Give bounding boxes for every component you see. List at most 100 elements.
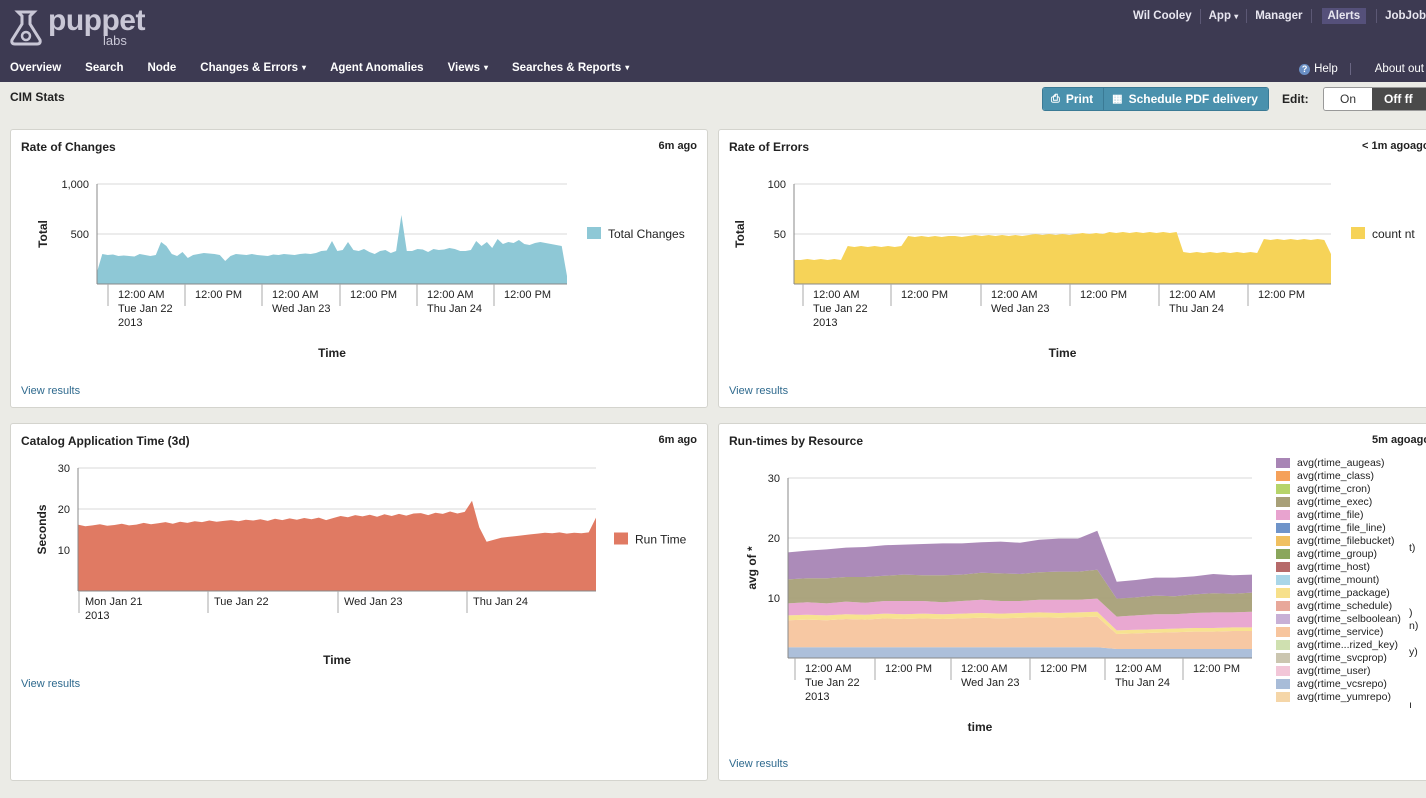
nav-item-views[interactable]: Views ▾: [448, 62, 488, 76]
y-axis-label: Seconds: [35, 504, 49, 554]
toolbar-buttons: ⎙ Print ▦ Schedule PDF delivery: [1042, 87, 1269, 111]
x-tick-label: Mon Jan 21: [85, 596, 142, 608]
jobs-link[interactable]: JobJob: [1376, 9, 1426, 23]
x-tick-label: Thu Jan 24: [473, 596, 528, 608]
panel-title: Catalog Application Time (3d): [21, 434, 190, 448]
help-link[interactable]: ? Help: [1299, 63, 1351, 75]
top-bar: puppet labs Wil Cooley App ▾ Manager Ale…: [0, 0, 1426, 82]
chevron-down-icon: ▾: [625, 63, 630, 72]
x-tick-label: Thu Jan 24: [427, 303, 482, 315]
legend-label: Total Changes: [608, 227, 685, 241]
x-axis-label: Time: [323, 653, 351, 667]
panel-rate-of-changes: Rate of Changes 6m ago 1,000 500 12:00 AM T…: [10, 129, 708, 408]
legend-swatch: [1276, 601, 1290, 611]
about-link[interactable]: About out: [1374, 63, 1424, 75]
nav-item-search[interactable]: Search: [85, 62, 123, 76]
legend-label: avg(rtime_vcsrepo): [1297, 678, 1387, 690]
legend-label: avg(rtime_yumrepo): [1297, 691, 1391, 703]
legend-label: avg(rtime_schedule): [1297, 600, 1392, 612]
nav-item-label: Views: [447, 62, 480, 74]
x-tick-label: 12:00 PM: [901, 289, 948, 301]
x-tick-label: 12:00 PM: [195, 289, 242, 301]
edit-on-option[interactable]: On: [1324, 88, 1372, 110]
right-nav: ? Help About out: [1299, 62, 1426, 76]
user-menu[interactable]: Wil Cooley: [1132, 10, 1192, 22]
app-menu[interactable]: App ▾: [1199, 8, 1247, 24]
legend-swatch: [1351, 227, 1365, 239]
nav-item-agent-anomalies[interactable]: Agent Anomalies: [330, 62, 424, 76]
x-tick-label: 12:00 AM: [118, 289, 164, 301]
legend-swatch: [1276, 523, 1290, 533]
x-tick-label: 2013: [813, 317, 837, 329]
x-tick-label: 12:00 PM: [885, 663, 932, 675]
x-tick-label: 12:00 AM: [427, 289, 473, 301]
legend-label: avg(rtime_augeas): [1297, 457, 1385, 469]
legend-swatch: [587, 227, 601, 239]
x-tick-label: Wed Jan 23: [344, 596, 403, 608]
print-button[interactable]: ⎙ Print: [1043, 88, 1104, 110]
legend-label: avg(rtime_file): [1297, 509, 1364, 521]
calendar-icon: ▦: [1112, 93, 1123, 105]
view-results-link[interactable]: View results: [729, 758, 789, 770]
legend-label: avg(rtime_mount): [1297, 574, 1379, 586]
x-tick-label: Thu Jan 24: [1115, 677, 1170, 689]
x-tick-label: 12:00 PM: [1258, 289, 1305, 301]
view-results-link[interactable]: View results: [21, 678, 81, 690]
x-tick-label: Tue Jan 22: [813, 303, 868, 315]
x-tick-label: Wed Jan 23: [272, 303, 331, 315]
view-results-link[interactable]: View results: [21, 385, 81, 397]
legend-label: avg(rtime_exec): [1297, 496, 1372, 508]
y-tick-label: 100: [768, 179, 786, 191]
alerts-link[interactable]: Alerts: [1310, 8, 1377, 24]
legend-swatch: [1276, 562, 1290, 572]
x-tick-label: 12:00 AM: [805, 663, 851, 675]
x-tick-label: 12:00 PM: [1080, 289, 1127, 301]
x-tick-label: 12:00 PM: [350, 289, 397, 301]
puppet-logo-icon: [10, 10, 42, 46]
legend-label: avg(rtime_selboolean): [1297, 613, 1401, 625]
legend-swatch: [1276, 484, 1290, 494]
x-tick-label: 12:00 AM: [1169, 289, 1215, 301]
legend-label: avg(rtime_class): [1297, 470, 1374, 482]
legend-swatch: [1276, 536, 1290, 546]
x-tick-label: 2013: [118, 317, 142, 329]
y-tick-label: 20: [768, 533, 780, 545]
x-tick-label: Tue Jan 22: [805, 677, 860, 689]
puppet-logo[interactable]: puppet labs: [8, 4, 145, 48]
nav-item-label: Changes & Errors: [200, 62, 299, 74]
rate-of-errors-chart: 100 50 12:00 AM Tue Jan 22 2013 12:00 PM 12:00…: [733, 179, 1415, 360]
y-axis-label: Total: [733, 220, 747, 248]
y-tick-label: 20: [58, 504, 70, 516]
nav-item-changes-errors[interactable]: Changes & Errors ▾: [200, 62, 306, 76]
legend-swatch: [1276, 458, 1290, 468]
schedule-pdf-button[interactable]: ▦ Schedule PDF delivery: [1103, 88, 1268, 110]
panel-title: Rate of Changes: [21, 140, 116, 154]
nav-item-node[interactable]: Node: [148, 62, 177, 76]
edit-label: Edit:: [1282, 92, 1309, 106]
x-tick-label: 12:00 AM: [961, 663, 1007, 675]
x-tick-label: 2013: [85, 610, 109, 622]
edit-off-option[interactable]: Off ff: [1372, 88, 1426, 110]
nav-item-overview[interactable]: Overview: [10, 62, 61, 76]
schedule-label: Schedule PDF delivery: [1128, 92, 1258, 106]
nav-item-label: Agent Anomalies: [330, 62, 424, 74]
series-area-avg-rtime-augeas-: [788, 530, 1252, 599]
x-tick-label: 2013: [805, 691, 829, 703]
x-tick-label: 12:00 PM: [504, 289, 551, 301]
panel-run-times-by-resource: Run-times by Resource 5m agoago 30 20 10 12…: [718, 423, 1426, 781]
nav-item-searches-reports[interactable]: Searches & Reports ▾: [512, 62, 629, 76]
legend-label: count nt: [1372, 227, 1415, 241]
x-tick-label: Thu Jan 24: [1169, 303, 1224, 315]
x-tick-label: 12:00 AM: [813, 289, 859, 301]
view-results-link[interactable]: View results: [729, 385, 789, 397]
legend-label: Run Time: [635, 533, 687, 547]
x-tick-label: 12:00 AM: [991, 289, 1037, 301]
user-nav: Wil Cooley App ▾ Manager Alerts JobJob: [1125, 8, 1426, 24]
panel-rate-of-errors: Rate of Errors < 1m agoago 100 50 12:00 AM…: [718, 129, 1426, 408]
manager-link[interactable]: Manager: [1246, 9, 1310, 23]
nav-item-label: Searches & Reports: [512, 62, 622, 74]
chevron-down-icon: ▾: [483, 63, 488, 72]
legend-label: avg(rtime_host): [1297, 561, 1370, 573]
y-tick-label: 500: [71, 229, 89, 241]
legend-label: avg(rtime_svcprop): [1297, 652, 1387, 664]
